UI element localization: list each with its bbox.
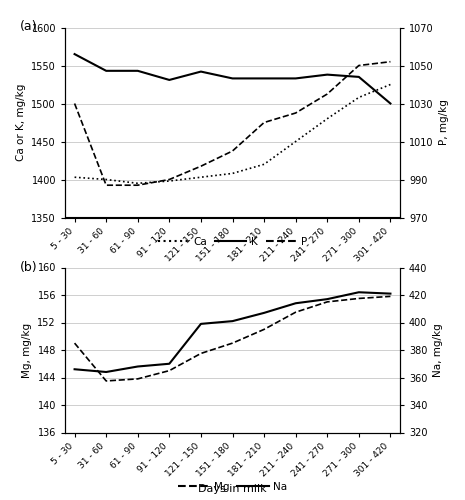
Mg (103, 378, 109, 384)
Mg (293, 309, 299, 315)
Y-axis label: Ca or K, mg/kg: Ca or K, mg/kg (16, 84, 26, 161)
Na (261, 310, 267, 316)
P (72, 100, 77, 106)
Legend: Mg, Na: Mg, Na (174, 478, 291, 496)
P (230, 148, 235, 154)
K (293, 76, 299, 82)
Line: Mg: Mg (74, 296, 391, 381)
K (325, 72, 330, 78)
Mg (388, 294, 393, 300)
Na (325, 296, 330, 302)
K (230, 76, 235, 82)
Na (166, 361, 172, 367)
P (293, 110, 299, 116)
Mg (135, 376, 140, 382)
P (166, 176, 172, 182)
Na (293, 300, 299, 306)
Na (388, 290, 393, 296)
P (325, 91, 330, 97)
Legend: Ca, K, P: Ca, K, P (153, 232, 312, 251)
P (388, 58, 393, 64)
Ca (166, 178, 172, 184)
X-axis label: Days in milk: Days in milk (198, 484, 267, 494)
K (356, 74, 362, 80)
K (198, 68, 204, 74)
Mg (72, 340, 77, 346)
Ca (293, 138, 299, 144)
Mg (356, 296, 362, 302)
Na (72, 366, 77, 372)
K (388, 100, 393, 106)
Text: (a): (a) (20, 20, 37, 33)
Line: P: P (74, 62, 391, 185)
Y-axis label: Na, mg/kg: Na, mg/kg (433, 323, 443, 377)
Line: K: K (74, 54, 391, 104)
Ca (135, 180, 140, 186)
K (103, 68, 109, 74)
Ca (388, 82, 393, 87)
K (135, 68, 140, 74)
Ca (72, 174, 77, 180)
Na (103, 369, 109, 375)
P (261, 120, 267, 126)
Ca (198, 174, 204, 180)
P (103, 182, 109, 188)
Ca (261, 162, 267, 168)
Ca (356, 94, 362, 100)
Na (198, 321, 204, 327)
X-axis label: Days in milk: Days in milk (198, 269, 267, 279)
Mg (325, 299, 330, 305)
Line: Ca: Ca (74, 84, 391, 184)
Ca (325, 116, 330, 121)
Ca (230, 170, 235, 176)
Mg (198, 350, 204, 356)
Mg (166, 368, 172, 374)
Y-axis label: P, mg/kg: P, mg/kg (439, 100, 449, 146)
Line: Na: Na (74, 292, 391, 372)
Na (356, 289, 362, 295)
Text: (b): (b) (20, 261, 38, 274)
Na (135, 364, 140, 370)
K (166, 77, 172, 83)
Y-axis label: Mg, mg/kg: Mg, mg/kg (22, 322, 32, 378)
K (261, 76, 267, 82)
Mg (261, 326, 267, 332)
Ca (103, 176, 109, 182)
Na (230, 318, 235, 324)
P (198, 163, 204, 169)
Mg (230, 340, 235, 346)
P (135, 182, 140, 188)
K (72, 51, 77, 57)
P (356, 62, 362, 68)
